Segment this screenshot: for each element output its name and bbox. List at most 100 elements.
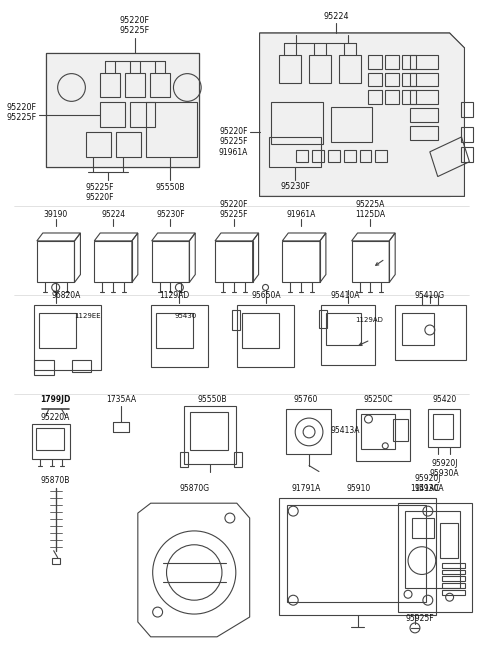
Text: 95925F: 95925F (406, 614, 434, 623)
Bar (234, 452, 242, 466)
Bar (151, 306, 208, 367)
Text: 95250C: 95250C (363, 396, 393, 404)
Text: 95230F: 95230F (156, 210, 185, 219)
Text: 95760: 95760 (294, 396, 318, 404)
Text: 95220F
95225F: 95220F 95225F (219, 200, 248, 219)
Bar (440, 523, 457, 558)
Bar (269, 137, 321, 167)
Bar (34, 306, 101, 370)
Bar (385, 91, 399, 104)
Bar (410, 91, 438, 104)
Bar (46, 53, 199, 167)
Bar (279, 55, 301, 83)
Bar (72, 359, 91, 372)
Bar (146, 102, 197, 157)
Bar (125, 73, 145, 97)
Bar (152, 241, 189, 283)
Bar (442, 590, 466, 595)
Bar (100, 73, 120, 97)
Text: 1735AA: 1735AA (106, 396, 136, 404)
Text: 1129AD: 1129AD (159, 291, 190, 300)
Bar (461, 127, 473, 142)
Text: 1129EE: 1129EE (74, 313, 101, 319)
Text: 95225A
1125DA: 95225A 1125DA (355, 200, 385, 219)
Bar (385, 55, 399, 69)
Text: 91961A: 91961A (287, 210, 316, 219)
Bar (393, 419, 408, 441)
Bar (356, 409, 410, 461)
Bar (36, 428, 63, 450)
Bar (326, 313, 360, 345)
Bar (410, 108, 438, 122)
Text: 95430: 95430 (174, 313, 197, 319)
Text: 96820A: 96820A (52, 291, 81, 300)
Text: 91791A: 91791A (291, 484, 321, 493)
Bar (398, 503, 472, 612)
Bar (286, 409, 331, 454)
Bar (279, 498, 436, 615)
Bar (321, 306, 375, 365)
Bar (442, 562, 466, 568)
Bar (344, 150, 356, 162)
Text: 95224: 95224 (323, 12, 348, 21)
Text: 1129AD: 1129AD (356, 317, 384, 323)
Bar (360, 414, 395, 449)
Bar (395, 306, 467, 359)
Text: 95230F: 95230F (280, 181, 310, 191)
Bar (94, 241, 132, 283)
Text: 95910: 95910 (347, 484, 371, 493)
Bar (402, 313, 434, 345)
Bar (86, 132, 111, 157)
Bar (150, 73, 169, 97)
Text: 95410A: 95410A (331, 291, 360, 300)
Bar (309, 55, 331, 83)
Bar (34, 359, 54, 374)
Bar (190, 412, 228, 450)
Bar (180, 452, 188, 466)
Bar (410, 55, 438, 69)
Text: 95920J
95930A: 95920J 95930A (415, 474, 444, 493)
Bar (242, 313, 279, 348)
Text: 95650A: 95650A (252, 291, 281, 300)
Text: 95224: 95224 (101, 210, 125, 219)
Bar (402, 91, 416, 104)
Bar (331, 107, 372, 142)
Text: 95410G: 95410G (415, 291, 445, 300)
Text: 95920J
95930A: 95920J 95930A (430, 459, 459, 478)
Bar (215, 241, 252, 283)
Text: 95420: 95420 (432, 396, 457, 404)
Text: 95220F
95225F: 95220F 95225F (7, 102, 37, 122)
Bar (260, 33, 450, 196)
Bar (410, 126, 438, 140)
Bar (282, 241, 320, 283)
Bar (116, 132, 141, 157)
Text: 1799JD: 1799JD (40, 396, 71, 404)
Bar (272, 102, 323, 144)
Bar (442, 576, 466, 581)
Text: 95413A: 95413A (331, 426, 360, 435)
Bar (428, 409, 459, 447)
Bar (422, 296, 438, 306)
Text: 95220F
95225F
91961A: 95220F 95225F 91961A (218, 127, 248, 157)
Bar (130, 102, 155, 127)
Bar (352, 241, 389, 283)
Bar (442, 570, 466, 574)
Bar (237, 306, 294, 367)
Bar (37, 241, 74, 283)
Bar (385, 73, 399, 87)
Bar (46, 53, 199, 167)
Bar (100, 102, 125, 127)
Bar (402, 73, 416, 87)
Text: 39190: 39190 (44, 210, 68, 219)
Bar (232, 310, 240, 330)
Polygon shape (260, 33, 465, 196)
Bar (296, 150, 308, 162)
Bar (46, 53, 199, 167)
Bar (360, 150, 372, 162)
Bar (312, 150, 324, 162)
Bar (369, 73, 382, 87)
Text: 1141AC: 1141AC (410, 484, 440, 493)
Bar (433, 414, 453, 439)
Bar (339, 55, 360, 83)
Text: 95550B: 95550B (156, 183, 185, 191)
